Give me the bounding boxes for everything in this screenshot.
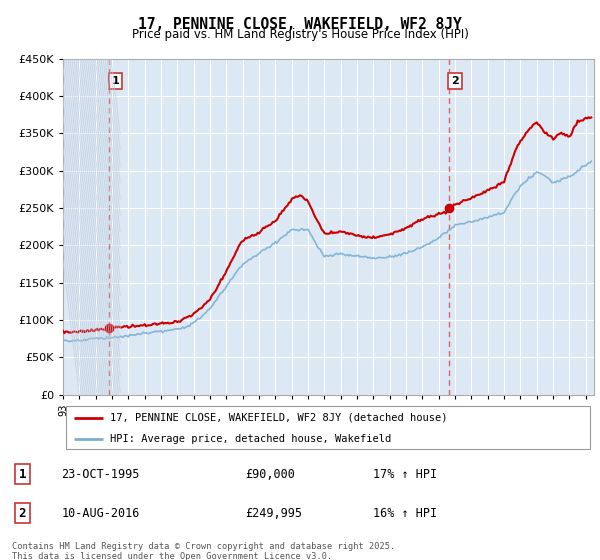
Text: 1: 1 bbox=[112, 76, 119, 86]
Text: Contains HM Land Registry data © Crown copyright and database right 2025.
This d: Contains HM Land Registry data © Crown c… bbox=[12, 542, 395, 560]
Text: HPI: Average price, detached house, Wakefield: HPI: Average price, detached house, Wake… bbox=[110, 435, 391, 444]
Text: 1: 1 bbox=[19, 468, 26, 481]
Text: 17% ↑ HPI: 17% ↑ HPI bbox=[373, 468, 437, 481]
Text: 17, PENNINE CLOSE, WAKEFIELD, WF2 8JY: 17, PENNINE CLOSE, WAKEFIELD, WF2 8JY bbox=[138, 17, 462, 32]
Text: £249,995: £249,995 bbox=[245, 507, 302, 520]
Text: 10-AUG-2016: 10-AUG-2016 bbox=[61, 507, 140, 520]
Text: Price paid vs. HM Land Registry's House Price Index (HPI): Price paid vs. HM Land Registry's House … bbox=[131, 28, 469, 41]
Text: 16% ↑ HPI: 16% ↑ HPI bbox=[373, 507, 437, 520]
Text: 2: 2 bbox=[451, 76, 459, 86]
Text: 17, PENNINE CLOSE, WAKEFIELD, WF2 8JY (detached house): 17, PENNINE CLOSE, WAKEFIELD, WF2 8JY (d… bbox=[110, 413, 447, 423]
Text: £90,000: £90,000 bbox=[245, 468, 295, 481]
FancyBboxPatch shape bbox=[65, 406, 590, 450]
Text: 23-OCT-1995: 23-OCT-1995 bbox=[61, 468, 140, 481]
Text: 2: 2 bbox=[19, 507, 26, 520]
